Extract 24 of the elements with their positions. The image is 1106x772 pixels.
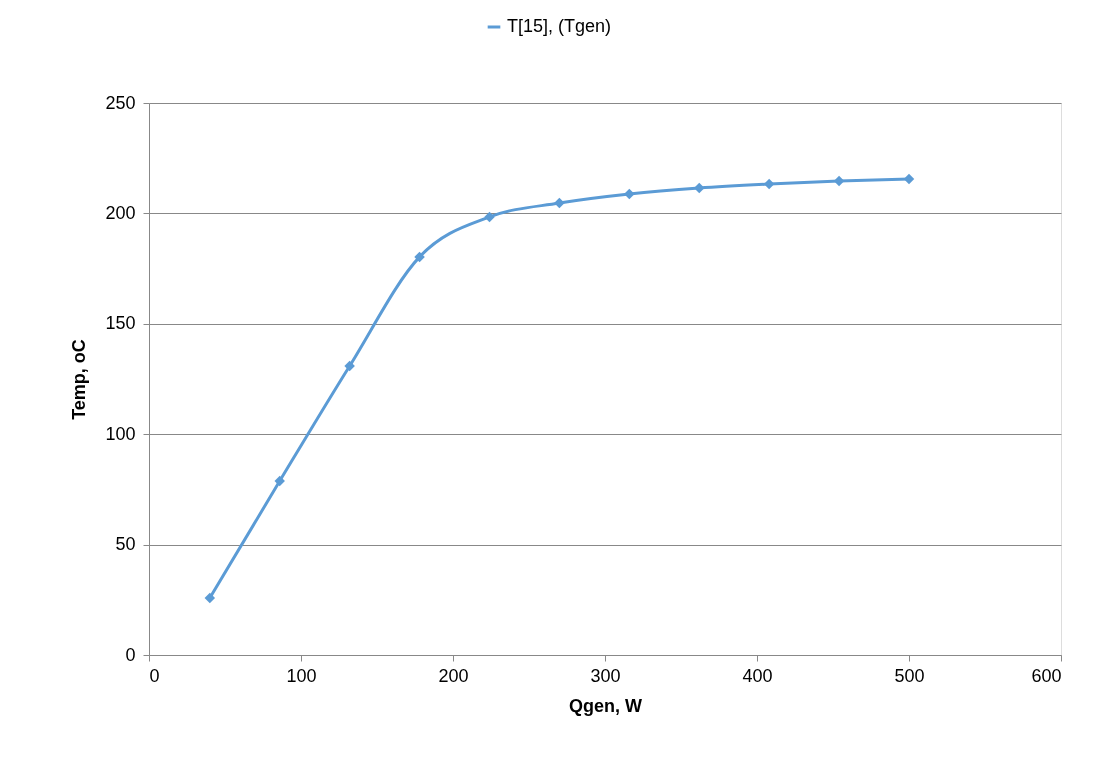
point (554, 197, 565, 209)
y-tick-label: 100 (105, 423, 136, 444)
point (204, 592, 216, 604)
x-axis-title: Qgen, W (569, 695, 642, 716)
point (624, 188, 635, 200)
y-tick-label: 200 (105, 202, 136, 223)
point (344, 360, 355, 372)
point (694, 182, 705, 194)
y-tick-label: 150 (105, 313, 136, 334)
y-tick-label: 250 (105, 92, 136, 113)
x-tick-label: 600 (1031, 665, 1062, 686)
x-tick-label: 300 (590, 665, 621, 686)
y-axis-title: Temp, oC (69, 339, 90, 420)
point (414, 251, 425, 263)
legend-label: T[15], (Tgen) (507, 16, 612, 36)
y-tick-label: 0 (125, 644, 136, 665)
x-tick-label: 0 (149, 665, 160, 686)
y-tick-label: 50 (115, 534, 136, 555)
x-tick-label: 200 (438, 665, 469, 686)
point (274, 475, 285, 487)
x-tick-label: 400 (742, 665, 773, 686)
x-tick-label: 100 (286, 665, 317, 686)
x-tick-label: 500 (894, 665, 925, 686)
point (484, 211, 495, 223)
